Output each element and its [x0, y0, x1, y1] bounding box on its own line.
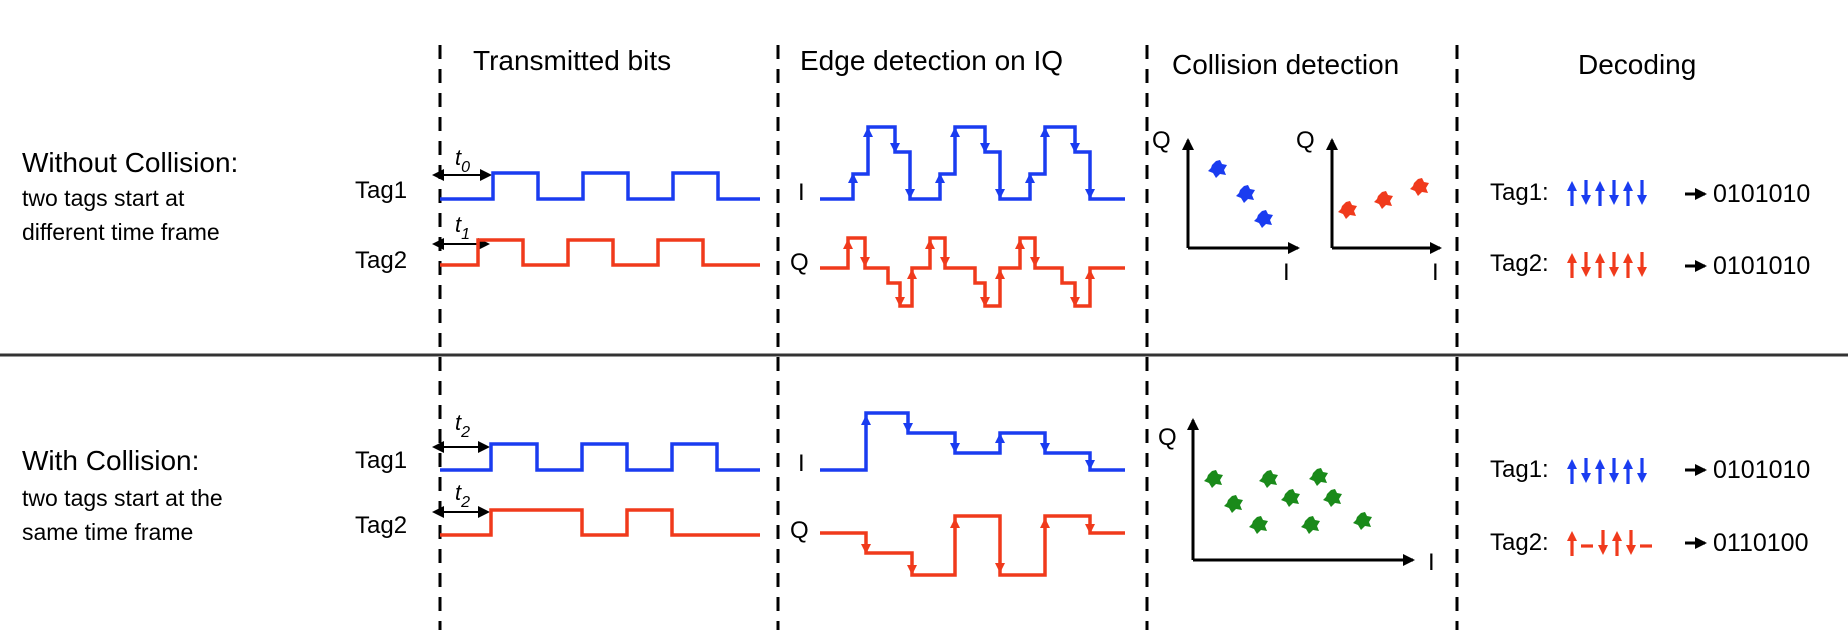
- cluster-point: [1301, 516, 1320, 534]
- cluster-point: [1224, 495, 1243, 513]
- header-transmitted-bits: Transmitted bits: [473, 45, 671, 76]
- bottom-decode-tag2-label: Tag2:: [1490, 529, 1549, 556]
- bottom-tag1-waveform: [440, 442, 760, 472]
- top-decode-tag1-label: Tag1:: [1490, 179, 1549, 206]
- top-iq-plot-tag2: [1326, 138, 1442, 254]
- cluster-point: [1410, 178, 1429, 196]
- top-tag2-waveform: [440, 238, 760, 267]
- cluster-point: [1249, 516, 1268, 534]
- top-iq-plot-tag1: [1182, 138, 1300, 254]
- bottom-tag1-label: Tag1: [355, 447, 407, 474]
- cluster-point: [1204, 470, 1223, 488]
- top-decode-tag1-arrows: [1567, 180, 1647, 206]
- top-t1-label: t1: [455, 212, 470, 243]
- header-edge-detection: Edge detection on IQ: [800, 45, 1063, 76]
- bottom-q-edge-arrows: [861, 518, 1095, 575]
- column-separators: [438, 45, 1459, 630]
- top-row-desc-2: different time frame: [22, 219, 220, 245]
- top-iq-q-label: Q: [790, 249, 809, 276]
- bottom-row-desc-1: two tags start at the: [22, 485, 223, 511]
- cluster-point: [1353, 512, 1372, 530]
- bottom-i-waveform: [820, 411, 1125, 472]
- top-decode-tag2-bits: 0101010: [1713, 252, 1810, 280]
- top-i-waveform: [820, 125, 1125, 201]
- top-iq-i-label: I: [798, 179, 805, 206]
- cluster-point: [1309, 468, 1328, 486]
- top-i-edge-arrows: [848, 127, 1095, 199]
- top-plot1-q-label: Q: [1152, 127, 1171, 154]
- cluster-point: [1208, 160, 1227, 178]
- top-decode-tag2-label: Tag2:: [1490, 250, 1549, 277]
- top-row-title: Without Collision:: [22, 147, 238, 178]
- top-plot1-points: [1208, 160, 1273, 228]
- bottom-tag2-label: Tag2: [355, 512, 407, 539]
- bottom-t2-label-2: t2: [455, 480, 470, 511]
- top-decode-tag1-bits: 0101010: [1713, 180, 1810, 208]
- top-q-waveform: [820, 236, 1125, 308]
- bottom-row-desc-2: same time frame: [22, 519, 193, 545]
- top-plot2-i-label: I: [1432, 259, 1439, 286]
- cluster-point: [1236, 185, 1255, 203]
- bottom-decode-tag1-bits: 0101010: [1713, 456, 1810, 484]
- bottom-row-title: With Collision:: [22, 445, 199, 476]
- bottom-plot-q-label: Q: [1158, 424, 1177, 451]
- top-row-desc-1: two tags start at: [22, 185, 185, 211]
- top-tag1-waveform: [440, 171, 760, 201]
- header-decoding: Decoding: [1578, 49, 1696, 80]
- top-plot1-i-label: I: [1283, 259, 1290, 286]
- top-tag1-label: Tag1: [355, 177, 407, 204]
- cluster-point: [1254, 210, 1273, 228]
- bottom-iq-plot: [1187, 418, 1415, 566]
- bottom-decode-tag2-bits: 0110100: [1713, 529, 1808, 557]
- header-collision-detection: Collision detection: [1172, 49, 1399, 80]
- bottom-decode-tag1-arrows: [1567, 458, 1647, 484]
- bottom-iq-i-label: I: [798, 450, 805, 477]
- bottom-tag2-waveform: [440, 508, 760, 537]
- bottom-iq-q-label: Q: [790, 517, 809, 544]
- bottom-plot-i-label: I: [1428, 549, 1435, 576]
- cluster-point: [1338, 201, 1357, 219]
- bottom-plot-points: [1204, 468, 1372, 534]
- bottom-i-edge-arrows: [861, 415, 1095, 470]
- cluster-point: [1323, 489, 1342, 507]
- top-plot2-points: [1338, 178, 1429, 219]
- top-tag2-label: Tag2: [355, 247, 407, 274]
- top-plot2-q-label: Q: [1296, 127, 1315, 154]
- cluster-point: [1281, 489, 1300, 507]
- bottom-t2-label-1: t2: [455, 410, 470, 441]
- bottom-decode-tag2-arrows: [1567, 530, 1652, 556]
- top-decode-tag2-arrows: [1567, 252, 1647, 278]
- top-t0-label: t0: [455, 145, 470, 176]
- top-q-edge-arrows: [843, 239, 1095, 307]
- cluster-point: [1259, 470, 1278, 488]
- bottom-decode-tag1-label: Tag1:: [1490, 456, 1549, 483]
- bottom-q-waveform: [820, 514, 1125, 577]
- cluster-point: [1374, 191, 1393, 209]
